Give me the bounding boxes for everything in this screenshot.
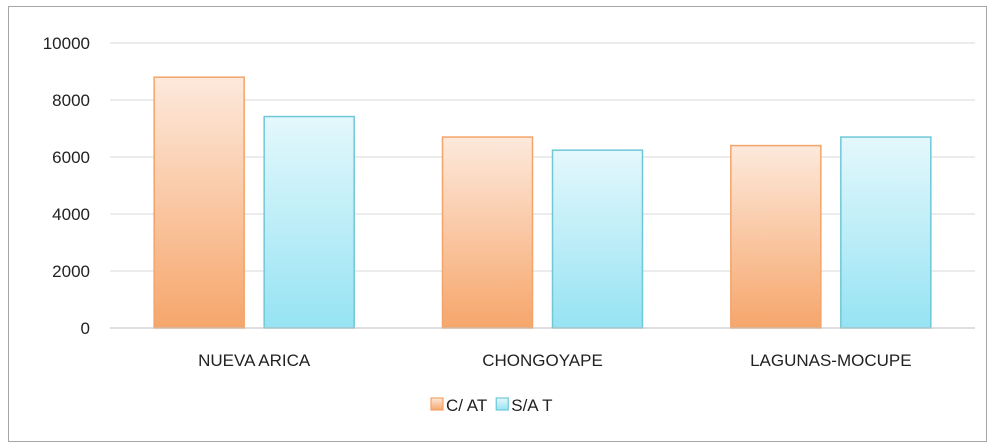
x-category-label: NUEVA ARICA (198, 351, 311, 370)
y-tick-label: 6000 (52, 148, 90, 167)
y-axis-tick-labels: 0 2000 4000 6000 8000 10000 (43, 34, 90, 338)
legend-label: S/A T (511, 396, 552, 415)
y-tick-label: 10000 (43, 34, 90, 53)
y-tick-label: 8000 (52, 91, 90, 110)
bar-1-1 (551, 149, 644, 329)
bar-0-1 (441, 136, 534, 329)
bar-1-0 (263, 115, 355, 329)
bar-1-2 (840, 136, 932, 329)
bar-0-0 (153, 76, 245, 329)
x-category-label: CHONGOYAPE (482, 351, 603, 370)
legend-swatch (430, 397, 444, 411)
y-tick-label: 0 (81, 319, 90, 338)
legend-label: C/ AT (446, 396, 487, 415)
gridlines (110, 42, 975, 272)
legend: C/ AT S/A T (430, 396, 553, 415)
x-category-label: LAGUNAS-MOCUPE (750, 351, 912, 370)
bar-0-2 (730, 144, 822, 329)
y-tick-label: 4000 (52, 205, 90, 224)
legend-swatch (495, 397, 509, 411)
x-axis-category-labels: NUEVA ARICA CHONGOYAPE LAGUNAS-MOCUPE (198, 351, 911, 370)
y-tick-label: 2000 (52, 262, 90, 281)
bars (153, 76, 932, 329)
